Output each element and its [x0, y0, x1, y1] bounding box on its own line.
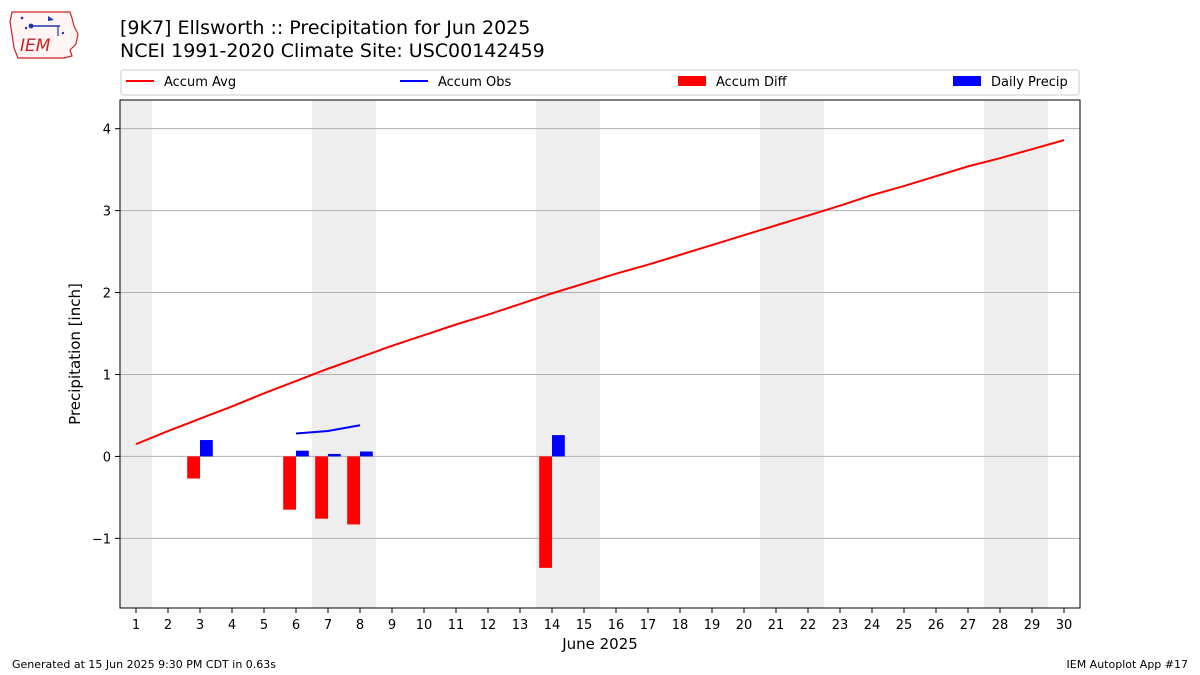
weekend-shade [792, 100, 824, 608]
weekend-shade [568, 100, 600, 608]
weekend-shade [120, 100, 152, 608]
x-tick-label: 6 [292, 618, 300, 633]
x-tick-label: 7 [324, 618, 332, 633]
logo-text: IEM [20, 36, 51, 56]
y-tick-label: 1 [103, 368, 111, 383]
x-tick-label: 29 [1024, 618, 1041, 633]
x-tick-label: 5 [260, 618, 268, 633]
x-tick-label: 15 [576, 618, 593, 633]
x-tick-label: 13 [512, 618, 529, 633]
daily-precip-bar [200, 440, 213, 457]
x-tick-label: 2 [164, 618, 172, 633]
legend-swatch [678, 76, 706, 86]
x-axis-ticks: 1 2 3 4 5 6 7 8 9 10 11 12 13 14 15 16 17 18 19 20 21 22 23 24 2… [132, 608, 1072, 633]
accum-diff-bar [283, 456, 296, 510]
y-tick-label: 2 [103, 287, 111, 302]
x-tick-label: 3 [196, 618, 204, 633]
iem-logo: IEM [8, 6, 82, 60]
accum-diff-bar [347, 456, 360, 525]
legend-entry: Accum Diff [678, 75, 788, 90]
x-tick-label: 1 [132, 618, 140, 633]
x-tick-label: 28 [992, 618, 1009, 633]
x-tick-label: 25 [896, 618, 913, 633]
y-axis-ticks: −1 0 1 2 3 4 [92, 123, 120, 547]
x-tick-label: 9 [388, 618, 396, 633]
legend-entry: Accum Obs [400, 75, 511, 90]
chart-subtitle: NCEI 1991-2020 Climate Site: USC00142459 [120, 40, 545, 62]
x-tick-label: 30 [1056, 618, 1073, 633]
generated-timestamp: Generated at 15 Jun 2025 9:30 PM CDT in … [12, 658, 277, 671]
weekend-shade [1016, 100, 1048, 608]
legend-label: Accum Avg [164, 75, 236, 90]
y-tick-label: 4 [103, 123, 111, 138]
x-tick-label: 22 [800, 618, 817, 633]
x-axis-label: June 2025 [561, 635, 638, 653]
accum-diff-bar [315, 456, 328, 519]
x-tick-label: 4 [228, 618, 236, 633]
x-tick-label: 19 [704, 618, 721, 633]
x-tick-label: 12 [480, 618, 497, 633]
bars [187, 435, 565, 568]
x-tick-label: 18 [672, 618, 689, 633]
x-tick-label: 26 [928, 618, 945, 633]
legend-label: Accum Obs [438, 75, 511, 90]
legend-label: Accum Diff [716, 75, 788, 90]
x-tick-label: 27 [960, 618, 977, 633]
x-tick-label: 20 [736, 618, 753, 633]
accum-diff-bar [539, 456, 552, 568]
x-tick-label: 24 [864, 618, 881, 633]
legend-swatch [953, 76, 981, 86]
x-tick-label: 21 [768, 618, 785, 633]
x-tick-label: 11 [448, 618, 465, 633]
x-tick-label: 17 [640, 618, 657, 633]
y-tick-label: −1 [92, 532, 111, 547]
legend-entry: Accum Avg [126, 75, 236, 90]
y-axis-label: Precipitation [inch] [66, 283, 84, 425]
chart-title: [9K7] Ellsworth :: Precipitation for Jun… [120, 17, 531, 39]
daily-precip-bar [360, 451, 373, 457]
legend-entry: Daily Precip [953, 75, 1068, 90]
x-tick-label: 8 [356, 618, 364, 633]
weekend-shade [760, 100, 792, 608]
accum-diff-bar [187, 456, 200, 479]
y-tick-label: 0 [103, 450, 111, 465]
weekend-shade [984, 100, 1016, 608]
x-tick-label: 23 [832, 618, 849, 633]
weekend-shading [120, 100, 1048, 608]
x-tick-label: 10 [416, 618, 433, 633]
plot-frame [119, 99, 1081, 609]
legend: Accum Avg Accum Obs Accum Diff Daily Precip [120, 69, 1080, 96]
weekend-shade [312, 100, 344, 608]
accum-obs-line [295, 424, 361, 435]
series-lines [135, 139, 1065, 446]
legend-label: Daily Precip [991, 75, 1068, 90]
accum-avg-line [135, 139, 1065, 446]
daily-precip-bar [296, 450, 309, 457]
grid-lines [120, 128, 1080, 539]
x-tick-label: 14 [544, 618, 561, 633]
app-label: IEM Autoplot App #17 [1066, 658, 1189, 671]
y-tick-label: 3 [103, 205, 111, 220]
daily-precip-bar [328, 453, 341, 457]
daily-precip-bar [552, 435, 565, 457]
x-tick-label: 16 [608, 618, 625, 633]
weather-station-icon [20, 16, 65, 36]
